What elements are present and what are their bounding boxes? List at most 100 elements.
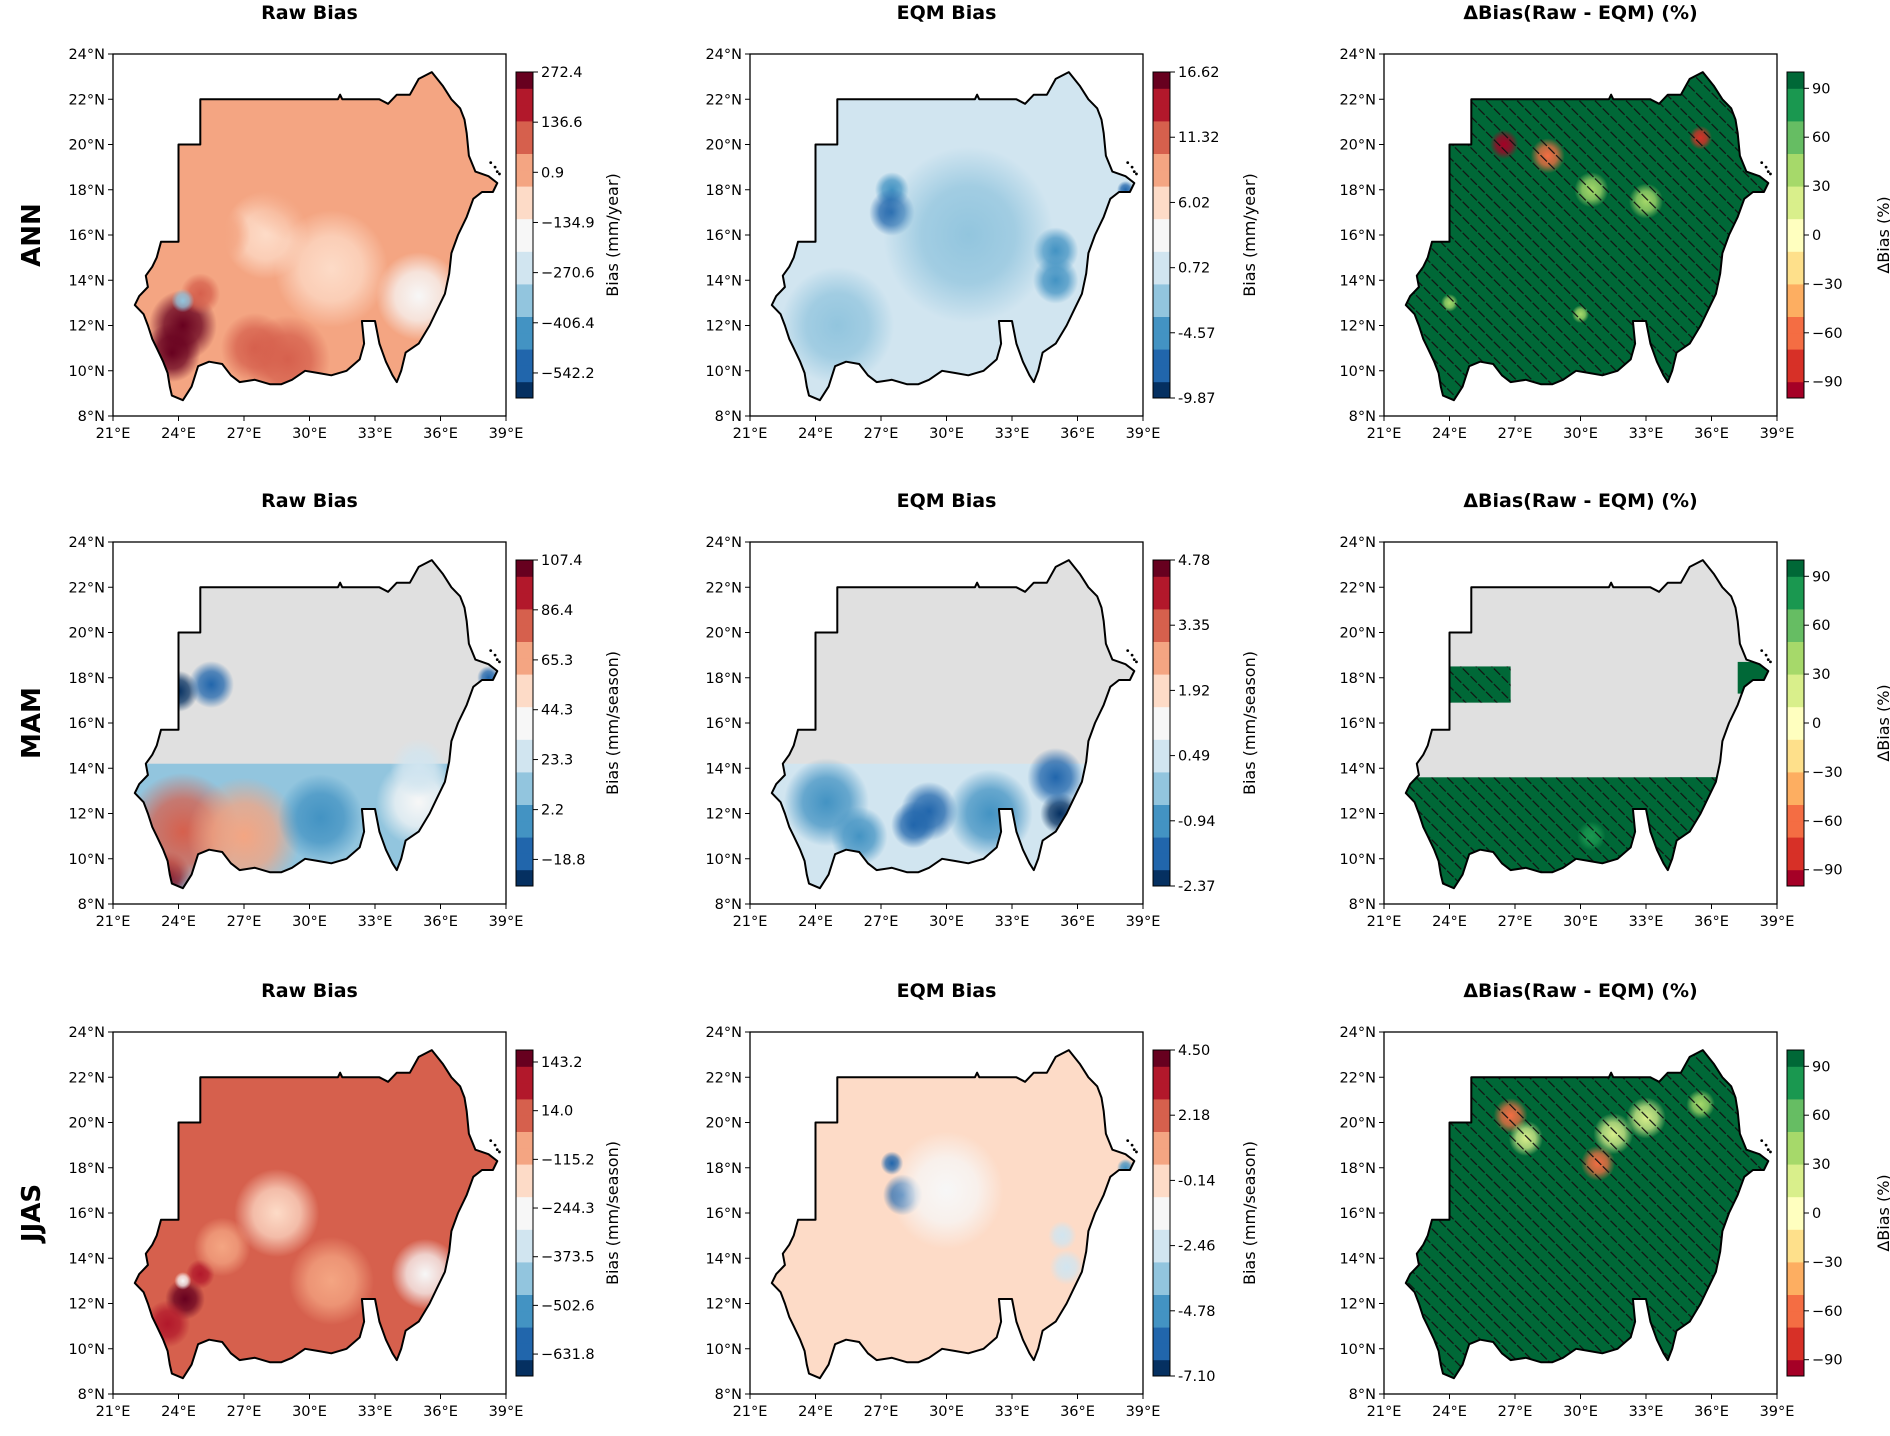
colorbar: 90 60 30 0 −30 −60 −90 ΔBias (%) [1786,1049,1890,1377]
colorbar-segment [1153,267,1170,285]
colorbar-segment [1153,381,1170,399]
x-tick-label: 27°E [227,1404,262,1420]
panel-title: EQM Bias [897,980,997,1002]
y-tick-label: 8°N [78,409,105,425]
panel-ann-eqm: EQM Bias 21°E 24°E 27°E 30°E 33°E 36°E 39°E 8°N 1… [705,2,1259,442]
x-tick-label: 33°E [995,914,1030,930]
colorbar-tick-label: 11.32 [1178,130,1220,146]
y-tick-label: 18°N [1339,183,1376,199]
country-outline [133,1049,499,1380]
x-tick-label: 27°E [1498,914,1533,930]
bias-anomaly [193,205,251,265]
y-tick-label: 18°N [1339,671,1376,687]
x-tick-label: 36°E [423,1404,458,1420]
row-labels: ANN MAM JJAS [17,203,47,1244]
x-tick-label: 39°E [1126,1404,1161,1420]
colorbar-tick-label: −406.4 [541,316,595,332]
colorbar-segment [516,1082,533,1100]
colorbar-segment [1787,267,1804,285]
colorbar-segment [516,625,533,642]
y-tick-label: 22°N [705,580,742,596]
colorbar-segment [1153,755,1170,773]
bias-anomaly [889,1131,1004,1250]
x-tick-label: 21°E [733,1404,768,1420]
bias-anomaly [883,146,1054,324]
colorbar-segment [1787,674,1804,691]
y-tick-label: 10°N [1339,364,1376,380]
y-tick-label: 22°N [68,1070,105,1086]
country-outline [770,559,1136,890]
bias-anomaly [1049,1249,1084,1285]
colorbar-segment [1787,1098,1804,1116]
colorbar-segment [1153,283,1170,301]
significance-hatching [1449,666,1511,703]
bias-anomaly [1048,1220,1077,1251]
colorbar-tick-label: −502.6 [541,1298,595,1314]
colorbar-label: Bias (mm/season) [603,1141,622,1285]
colorbar-tick-label: 2.18 [1178,1108,1210,1124]
colorbar-tick-label: 0.49 [1178,749,1210,765]
colorbar-segment [1787,657,1804,675]
islet [1769,660,1772,664]
colorbar-segment [1153,560,1170,577]
colorbar-segment [1153,1327,1170,1344]
country-outline [1404,71,1770,402]
y-tick-label: 20°N [68,1116,105,1132]
islet [1132,1148,1136,1152]
colorbar-segment [1787,218,1804,236]
colorbar-segment [516,104,533,122]
colorbar-tick-label: 3.35 [1178,618,1210,634]
colorbar-segment [516,169,533,187]
y-tick-label: 16°N [1339,228,1376,244]
colorbar-segment [516,560,533,577]
colorbar-tick-label: 0 [1812,716,1821,732]
colorbar-segment [516,120,533,138]
colorbar-segment [1787,739,1804,757]
colorbar-segment [1787,381,1804,399]
y-tick-label: 24°N [1339,1025,1376,1041]
colorbar-segment [516,1098,533,1116]
x-tick-label: 21°E [733,426,768,442]
colorbar-segment [1153,300,1170,317]
colorbar-segment [1787,88,1804,106]
colorbar-segment [1787,641,1804,659]
colorbar-segment [1787,853,1804,871]
x-tick-label: 36°E [1060,1404,1095,1420]
islet [1769,1150,1772,1154]
x-tick-label: 30°E [1563,1404,1598,1420]
colorbar-segment [1153,1098,1170,1116]
colorbar-segment [516,788,533,805]
y-tick-label: 8°N [1349,1387,1376,1403]
colorbar-segment [1153,1343,1170,1361]
colorbar-segment [516,381,533,399]
islet [1766,658,1770,662]
colorbar-segment [1787,186,1804,203]
colorbar-tick-label: −244.3 [541,1201,595,1217]
y-tick-label: 12°N [705,1297,742,1313]
x-tick-label: 24°E [798,1404,833,1420]
colorbar-segment [1787,560,1804,577]
x-tick-label: 30°E [292,1404,327,1420]
y-tick-label: 18°N [68,1161,105,1177]
y-tick-label: 16°N [68,1206,105,1222]
colorbar-segment [516,1050,533,1067]
colorbar-label: ΔBias (%) [1874,684,1890,761]
colorbar-segment [516,608,533,626]
country-outline [1404,559,1770,890]
x-tick-label: 39°E [489,914,524,930]
bias-anomaly [274,210,389,328]
colorbar-segment [516,1164,533,1181]
colorbar-segment [1153,202,1170,220]
y-tick-label: 20°N [705,1116,742,1132]
islet [489,649,493,652]
colorbar-tick-label: −60 [1812,326,1843,342]
y-tick-label: 18°N [705,183,742,199]
y-tick-label: 10°N [705,364,742,380]
colorbar-segment [1153,1359,1170,1377]
y-tick-label: 18°N [1339,1161,1376,1177]
colorbar-segment [1787,153,1804,171]
colorbar: 143.2 14.0 −115.2 −244.3 −373.5 −502.6 −631.8 B… [515,1049,622,1377]
colorbar-segment [516,349,533,366]
islet [495,1148,499,1152]
colorbar-segment [516,657,533,675]
